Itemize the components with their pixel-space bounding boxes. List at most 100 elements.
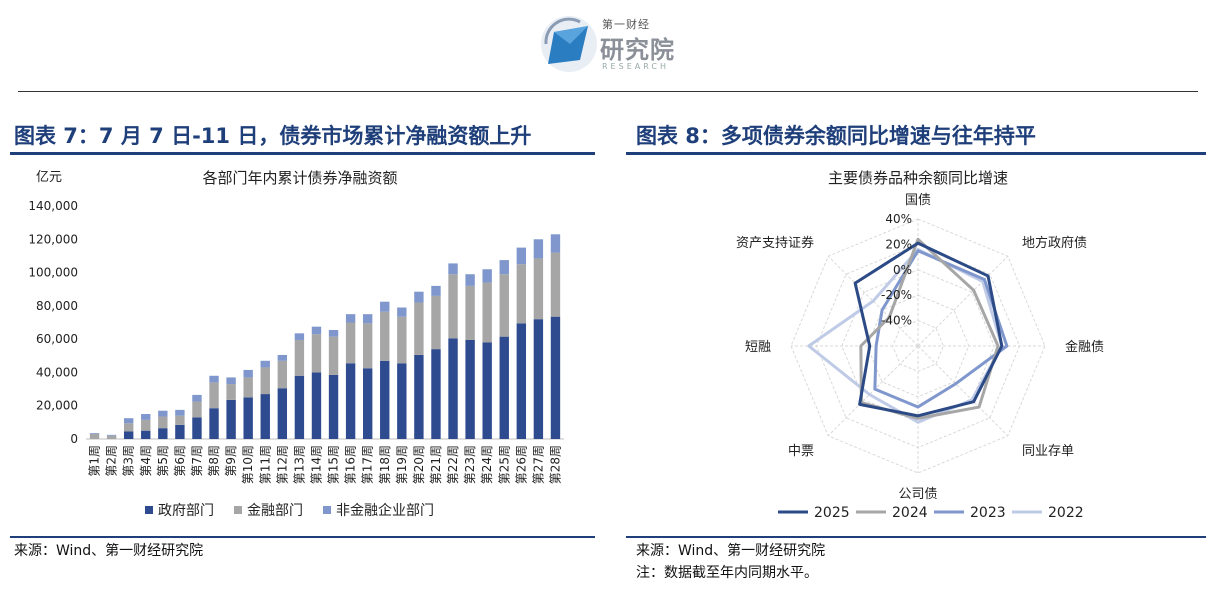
y-tick-label: 40,000 [36,365,78,379]
x-tick-label: 第12周 [275,445,289,484]
bar-segment [414,354,424,439]
bar-segment [192,401,202,418]
left-source: 来源：Wind、第一财经研究院 [14,543,204,559]
radar-tick-label: 0% [893,263,912,277]
bar-segment [311,334,322,373]
radar-series-line [859,237,1000,420]
right-note: 注：数据截至年内同期水平。 [636,565,818,581]
bar-segment [550,316,561,439]
bar-segment [260,367,270,395]
bar-segment [260,394,270,439]
x-tick-label: 第3周 [122,445,136,477]
bar-segment [328,336,339,375]
bar-segment [482,282,492,343]
bar-segment [294,375,305,439]
bar-segment [192,417,202,439]
bar-segment [448,274,458,339]
y-tick-label: 60,000 [36,332,78,346]
bar-segment [550,234,561,253]
radar-axis-label: 资产支持证券 [736,235,814,251]
radar-tick-label: -40% [881,314,912,328]
bar-segment [516,264,527,324]
legend-label: 非金融企业部门 [336,502,434,519]
bar-segment [243,369,253,378]
diamond-logo-icon [541,16,597,72]
header-divider [18,91,1198,92]
left-panel-title: 图表 7：7 月 7 日-11 日，债券市场累计净融资额上升 [14,124,532,148]
x-tick-label: 第20周 [412,445,426,484]
y-tick-label: 120,000 [28,232,78,246]
bar-segment [380,301,390,312]
bar-segment [209,375,219,383]
x-tick-label: 第10周 [241,445,255,484]
bar-segment [431,349,441,439]
y-tick-label: 20,000 [36,399,78,413]
bar-segment [345,322,356,364]
x-tick-label: 第4周 [139,445,153,477]
bar-segment [175,424,185,439]
x-tick-label: 第7周 [190,445,204,477]
bar-segment [226,384,236,400]
bar-segment [482,342,492,439]
bar-segment [277,388,288,439]
radar-spoke [917,255,1009,347]
left-source-divider [10,536,595,538]
bar-segment [328,329,339,337]
right-source-divider [626,536,1206,538]
bar-segment [294,339,305,376]
left-title-underline [10,152,595,155]
x-tick-label: 第24周 [480,445,494,484]
bar-segment [448,338,458,439]
x-tick-label: 第13周 [292,445,306,484]
legend-label: 2024 [892,505,928,521]
bar-segment [243,397,253,439]
bar-segment [123,431,134,439]
right-panel-title: 图表 8：多项债券余额同比增速与往年持平 [636,124,1036,148]
legend-label: 2023 [970,505,1006,521]
bar-segment [260,360,270,368]
bar-segment [294,333,305,340]
x-tick-label: 第2周 [105,445,119,477]
legend-swatch [234,506,242,514]
x-tick-label: 第5周 [156,445,170,477]
radar-series-line [853,241,1004,418]
bar-segment [431,295,441,350]
bar-segment [499,336,509,439]
legend-label: 政府部门 [158,503,214,519]
x-tick-label: 第15周 [327,445,341,484]
bar-segment [158,416,168,429]
bar-segment [141,430,151,439]
bar-segment [175,409,185,416]
legend-label: 2022 [1048,505,1084,521]
bar-segment [380,360,390,439]
y-tick-label: 0 [70,432,78,446]
radar-grid-ring [841,269,995,423]
x-tick-label: 第21周 [429,445,443,484]
bar-segment [209,408,219,439]
x-tick-label: 第8周 [207,445,221,477]
bar-segment [448,263,458,275]
y-tick-label: 140,000 [28,199,78,213]
bar-segment [123,418,134,424]
bar-segment [465,339,475,439]
bar-segment [345,363,356,439]
y-axis-label: 亿元 [36,170,62,185]
bar-segment [482,269,492,283]
radar-tick-label: 20% [885,237,912,251]
bar-segment [465,285,475,340]
bar-segment [499,260,509,275]
radar-tick-label: -20% [881,288,912,302]
radar-axis-label: 公司债 [898,487,937,502]
bar-segment [516,323,527,439]
bar-segment [158,428,168,439]
radar-axis-label: 中票 [788,444,814,459]
bar-segment [243,377,253,398]
radar-spoke [917,345,1009,437]
radar-axis-label: 国债 [905,193,931,208]
legend-swatch [323,506,331,514]
x-tick-label: 第17周 [361,445,375,484]
bar-segment [141,419,151,431]
x-tick-label: 第18周 [378,445,392,484]
logo-brand: 研究院 [600,36,675,64]
x-tick-label: 第14周 [309,445,323,484]
